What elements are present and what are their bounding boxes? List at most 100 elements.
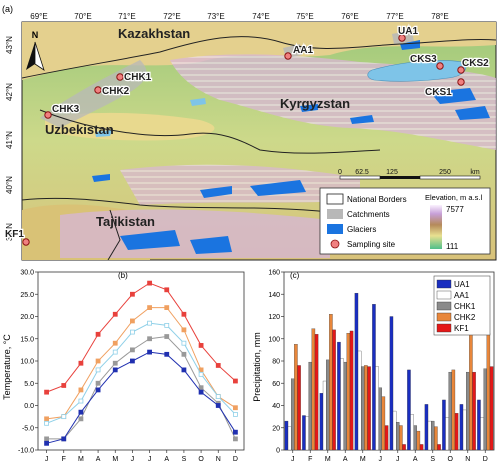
site-marker-cks1[interactable] xyxy=(457,78,465,86)
y-tick-label: 80 xyxy=(272,359,280,366)
temp-point xyxy=(112,340,118,346)
precip-bar xyxy=(454,413,459,451)
site-marker-cks2[interactable] xyxy=(457,66,465,74)
top-axis-label: 74°E xyxy=(252,12,269,21)
map-legend: National Borders Catchments Glaciers Sam… xyxy=(319,187,491,255)
temp-panel-label: (b) xyxy=(118,271,128,280)
x-tick-label: S xyxy=(430,456,435,463)
precip-bar xyxy=(349,330,354,451)
top-axis-label: 69°E xyxy=(30,12,47,21)
national-borders xyxy=(21,36,497,261)
site-marker-chk2[interactable] xyxy=(94,86,102,94)
precip-bar xyxy=(322,380,327,451)
temp-point xyxy=(78,409,84,415)
x-tick-label: S xyxy=(182,456,187,463)
precip-bar xyxy=(337,341,341,451)
x-tick-label: N xyxy=(216,456,221,463)
temp-point xyxy=(78,360,84,366)
site-marker-kf1[interactable] xyxy=(22,238,30,246)
precip-bar xyxy=(448,371,452,451)
x-tick-label: D xyxy=(483,456,488,463)
left-axis-label: 39°N xyxy=(5,223,14,241)
top-axis-label: 72°E xyxy=(163,12,180,21)
temp-y-axis-label: Temperature, °C xyxy=(2,334,12,400)
temp-point xyxy=(147,305,152,310)
top-axis-label: 78°E xyxy=(431,12,448,21)
left-axis-label: 40°N xyxy=(5,176,14,194)
temp-point xyxy=(181,367,187,373)
temp-point xyxy=(44,440,49,446)
elevation-min-label: 111 xyxy=(446,242,459,251)
precip-plot-area: 0 20 40 60 80 100 120 140 160 J F M A M J J A S O N D UA1 AA1 C… xyxy=(268,270,495,463)
x-tick-label: D xyxy=(233,456,238,463)
temp-point xyxy=(95,331,101,337)
precip-bar xyxy=(384,425,389,451)
temp-point xyxy=(233,405,238,411)
precip-bar xyxy=(469,331,473,451)
temp-point xyxy=(95,380,101,386)
legend-swatch xyxy=(436,323,452,333)
temp-point xyxy=(78,398,84,404)
site-label-chk2: CHK2 xyxy=(102,86,130,97)
temp-point xyxy=(233,436,238,442)
temperature-chart: (b) Temperature, °C -10.0 -5.0 0.0 5.0 10.0 1… xyxy=(2,270,245,463)
precip-bar xyxy=(427,420,432,451)
temp-series-line xyxy=(46,351,236,444)
site-marker-chk1[interactable] xyxy=(116,73,124,81)
top-axis-labels: 69°E 70°E 71°E 72°E 73°E 74°E 75°E 76°E … xyxy=(30,12,448,21)
site-label-kf1: KF1 xyxy=(5,229,24,240)
y-tick-label: 5.0 xyxy=(24,381,34,388)
temp-series-line xyxy=(46,322,236,424)
y-tick-label: 10.0 xyxy=(20,359,34,366)
temp-point xyxy=(130,291,135,297)
precip-bar xyxy=(431,420,435,451)
site-marker-cks3[interactable] xyxy=(436,62,444,70)
precip-bar xyxy=(357,350,362,451)
precip-bar xyxy=(367,366,371,451)
precip-bar xyxy=(326,359,330,451)
site-marker-aa1[interactable] xyxy=(284,52,292,60)
legend-label-glaciers: Glaciers xyxy=(347,225,376,234)
x-tick-label: A xyxy=(96,456,101,463)
temp-point xyxy=(95,358,101,364)
legend-swatch xyxy=(436,301,452,311)
precip-bar xyxy=(416,430,421,451)
temp-point xyxy=(112,367,118,373)
x-tick-label: J xyxy=(379,456,383,463)
glaciers xyxy=(92,40,490,254)
top-axis-label: 77°E xyxy=(386,12,403,21)
temp-point xyxy=(215,363,221,368)
legend-label-sites: Sampling site xyxy=(347,240,396,249)
x-tick-label: A xyxy=(164,456,169,463)
x-tick-label: O xyxy=(448,456,454,463)
precip-bar xyxy=(419,444,424,451)
scale-tick: 250 xyxy=(439,169,451,176)
precip-bar xyxy=(314,334,319,451)
temp-point xyxy=(78,387,84,393)
temp-point xyxy=(164,351,170,357)
temp-point xyxy=(198,343,204,348)
site-marker-ua1[interactable] xyxy=(398,34,406,42)
temp-point xyxy=(164,305,170,310)
precip-bar xyxy=(466,371,470,451)
left-axis-label: 42°N xyxy=(5,83,14,101)
top-axis-label: 71°E xyxy=(118,12,135,21)
temp-point xyxy=(147,320,152,326)
site-marker-chk3[interactable] xyxy=(44,111,52,119)
precip-bar xyxy=(329,314,333,451)
site-label-cks1: CKS1 xyxy=(425,87,452,98)
x-tick-label: N xyxy=(465,456,470,463)
country-label-tajikistan: Tajikistan xyxy=(96,214,155,229)
y-tick-label: 120 xyxy=(268,314,280,321)
y-tick-label: 25.0 xyxy=(20,292,34,299)
elevation-legend-title: Elevation, m a.s.l xyxy=(425,193,482,202)
legend-label: CHK1 xyxy=(454,302,476,311)
scale-tick: 125 xyxy=(386,169,398,176)
precip-bar xyxy=(480,417,484,451)
temp-point xyxy=(181,340,187,346)
temp-point xyxy=(181,327,187,333)
precip-bar xyxy=(354,292,359,451)
kairakkum-lake xyxy=(95,130,112,137)
y-tick-label: -5.0 xyxy=(22,425,34,432)
precip-bar xyxy=(396,422,400,451)
